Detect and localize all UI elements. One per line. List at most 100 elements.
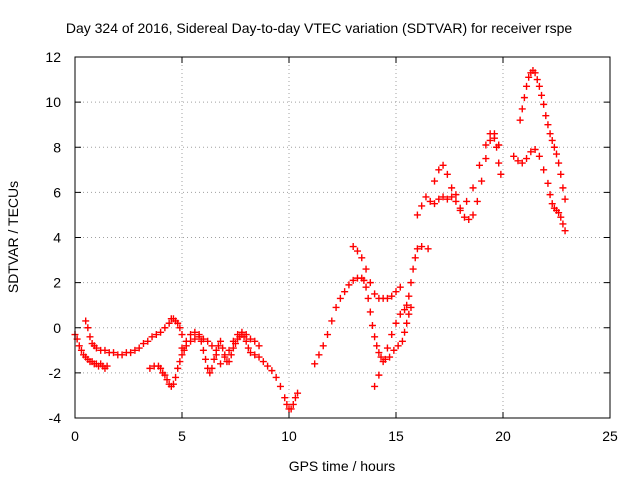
data-point — [377, 353, 385, 361]
data-point — [152, 331, 160, 339]
data-point — [490, 130, 498, 138]
data-point — [360, 276, 368, 284]
data-point — [332, 303, 340, 311]
data-point — [255, 342, 263, 350]
data-point — [362, 265, 370, 273]
data-point — [465, 215, 473, 223]
data-point — [255, 353, 263, 361]
data-point — [311, 360, 319, 368]
data-point — [371, 290, 379, 298]
data-point — [229, 344, 237, 352]
data-point — [353, 247, 361, 255]
data-point — [319, 342, 327, 350]
data-point — [227, 351, 235, 359]
data-point — [242, 331, 250, 339]
data-point — [366, 308, 374, 316]
data-point — [514, 157, 522, 165]
data-point — [482, 141, 490, 149]
data-point — [315, 351, 323, 359]
data-point — [535, 152, 543, 160]
data-point — [531, 146, 539, 154]
data-point — [548, 136, 556, 144]
data-point — [523, 155, 531, 163]
data-point — [191, 335, 199, 343]
data-point — [553, 150, 560, 158]
data-point — [287, 405, 295, 413]
data-point — [424, 245, 432, 253]
data-point — [349, 243, 357, 251]
data-point — [268, 367, 276, 375]
data-point — [452, 191, 460, 199]
data-point — [403, 301, 411, 309]
data-point — [418, 202, 426, 210]
data-point — [118, 351, 126, 359]
data-point — [407, 303, 415, 311]
data-point — [439, 193, 447, 201]
data-point — [276, 382, 284, 390]
data-point — [103, 362, 111, 370]
x-tick-label: 15 — [388, 428, 404, 444]
data-point — [435, 195, 443, 203]
data-point — [371, 333, 379, 341]
data-point — [131, 346, 139, 354]
data-point — [146, 364, 154, 372]
y-tick-label: 8 — [53, 139, 61, 155]
data-point — [373, 342, 381, 350]
data-point — [392, 288, 400, 296]
data-point — [178, 344, 186, 352]
data-point — [191, 328, 199, 336]
data-point — [101, 346, 109, 354]
data-point — [368, 321, 376, 329]
data-point — [518, 159, 526, 167]
data-point — [127, 349, 135, 357]
data-point — [163, 376, 171, 384]
x-tick-label: 10 — [281, 428, 297, 444]
data-point — [426, 197, 434, 205]
data-point — [448, 184, 456, 192]
data-point — [550, 143, 558, 151]
data-point — [435, 166, 443, 174]
tick-labels: 0 5 10 15 20 25 -4 -2 0 2 4 6 8 10 12 — [45, 49, 618, 444]
data-point — [516, 116, 524, 124]
data-point — [413, 245, 421, 253]
data-point — [178, 331, 186, 339]
data-point — [169, 380, 177, 388]
data-point — [413, 211, 421, 219]
data-point — [324, 331, 332, 339]
y-tick-label: -2 — [49, 365, 62, 381]
data-point — [251, 351, 259, 359]
data-point — [388, 292, 396, 300]
data-point — [497, 170, 505, 178]
data-point — [386, 353, 394, 361]
data-point — [281, 394, 289, 402]
x-tick-label: 0 — [71, 428, 79, 444]
y-tick-label: 0 — [53, 320, 61, 336]
x-axis-label: GPS time / hours — [289, 458, 396, 474]
data-point — [396, 310, 404, 318]
data-point — [358, 254, 366, 262]
data-point — [210, 355, 218, 363]
data-point — [139, 340, 147, 348]
data-point — [244, 344, 252, 352]
data-point — [411, 254, 419, 262]
data-point — [431, 177, 439, 185]
data-point — [242, 337, 250, 345]
data-point — [225, 346, 233, 354]
data-point — [418, 243, 426, 251]
data-point — [148, 333, 156, 341]
data-point — [383, 344, 391, 352]
y-tick-label: 4 — [53, 230, 61, 246]
data-point — [520, 94, 528, 102]
data-point — [336, 294, 344, 302]
data-point — [439, 161, 447, 169]
data-point — [328, 317, 336, 325]
data-point — [206, 369, 214, 377]
data-point — [495, 141, 503, 149]
data-point — [157, 328, 165, 336]
data-point — [443, 170, 451, 178]
data-point — [341, 288, 349, 296]
data-point — [469, 184, 477, 192]
data-point — [349, 276, 357, 284]
data-point — [199, 346, 207, 354]
